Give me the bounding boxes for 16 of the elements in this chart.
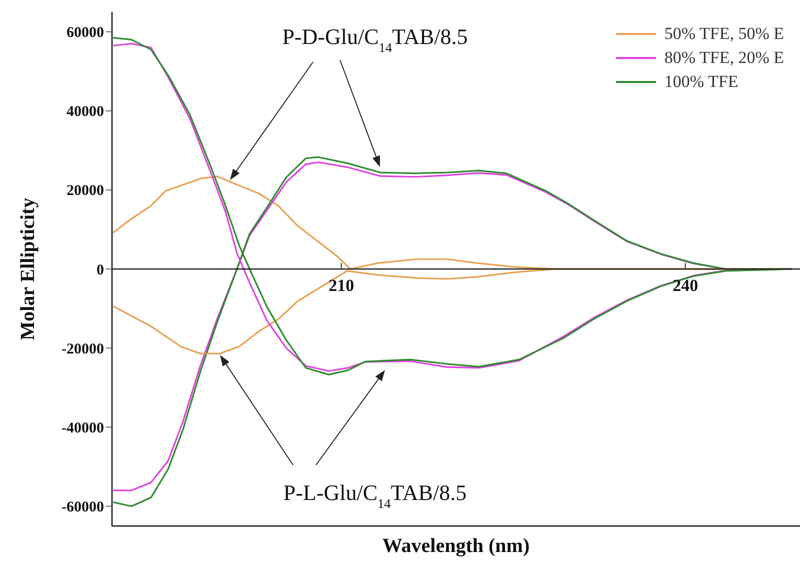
annotation: P-L-Glu/C$_{14}$TAB/8.5 [283, 480, 467, 510]
y-tick-label: -20000 [62, 341, 104, 358]
y-tick-label: -40000 [62, 420, 104, 436]
x-tick-label: 240 [672, 276, 698, 295]
annotation: P-D-Glu/C$_{14}$TAB/8.5 [282, 24, 468, 54]
y-tick-label: 20000 [66, 183, 104, 200]
y-tick-label: 60000 [66, 25, 104, 42]
x-tick-label: 210 [328, 276, 354, 295]
legend-label: 50% TFE, 50% E [664, 23, 784, 45]
x-axis-title: Wavelength (nm) [382, 535, 530, 557]
y-tick-label: -60000 [62, 500, 104, 516]
legend-label: 80% TFE, 20% E [664, 47, 784, 69]
y-axis-title: Molar Ellipticity [17, 198, 39, 340]
y-tick-label: 40000 [66, 104, 104, 120]
legend-label: 100% TFE [664, 71, 738, 93]
y-tick-label: 0 [96, 262, 104, 278]
